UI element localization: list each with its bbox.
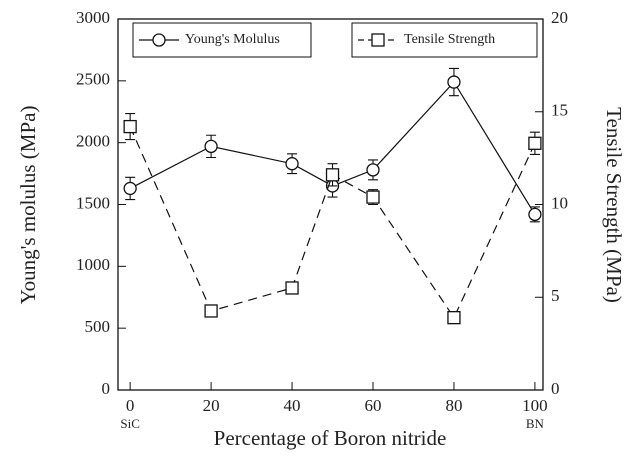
y2-tick-label: 5 — [551, 286, 560, 305]
point — [528, 207, 542, 222]
y2-tick-label: 20 — [551, 8, 568, 27]
x-tick-label: 100 — [522, 396, 548, 415]
y-tick-label: 1500 — [76, 193, 110, 212]
y2-axis-title: Tensile Strength (MPa) — [602, 107, 626, 303]
y2-tick-label: 10 — [551, 193, 568, 212]
x-tick-label: 20 — [203, 396, 220, 415]
point — [366, 163, 380, 177]
x-tick-label: 0 — [126, 396, 135, 415]
point — [325, 168, 340, 182]
point — [447, 75, 461, 89]
y-tick-label: 2500 — [76, 70, 110, 89]
point — [285, 281, 299, 295]
point — [528, 136, 542, 150]
point — [123, 119, 137, 134]
point — [366, 190, 380, 204]
point — [204, 139, 218, 154]
x-sublabel: SiC — [120, 416, 140, 431]
point — [204, 304, 218, 318]
y2-tick-label: 15 — [551, 101, 568, 120]
y2-tick-label: 0 — [551, 379, 560, 398]
legend-marker — [152, 33, 166, 47]
series-line — [129, 126, 536, 319]
x-sublabel: BN — [526, 416, 545, 431]
point — [123, 181, 137, 196]
x-tick-label: 40 — [284, 396, 301, 415]
y-tick-label: 500 — [85, 317, 111, 336]
y-axis-title: Young's molulus (MPa) — [16, 106, 40, 305]
y-tick-label: 0 — [102, 379, 111, 398]
legend-label: Tensile Strength — [404, 32, 495, 47]
legend-label: Young's Molulus — [185, 32, 280, 47]
x-tick-label: 80 — [445, 396, 462, 415]
legend-marker — [371, 33, 385, 47]
y-tick-label: 2000 — [76, 132, 110, 151]
plot-frame — [117, 18, 544, 391]
y-tick-label: 3000 — [76, 8, 110, 27]
y-tick-label: 1000 — [76, 255, 110, 274]
x-tick-label: 60 — [365, 396, 382, 415]
point — [285, 157, 299, 171]
x-axis-title: Percentage of Boron nitride — [214, 426, 447, 450]
point — [447, 311, 461, 325]
